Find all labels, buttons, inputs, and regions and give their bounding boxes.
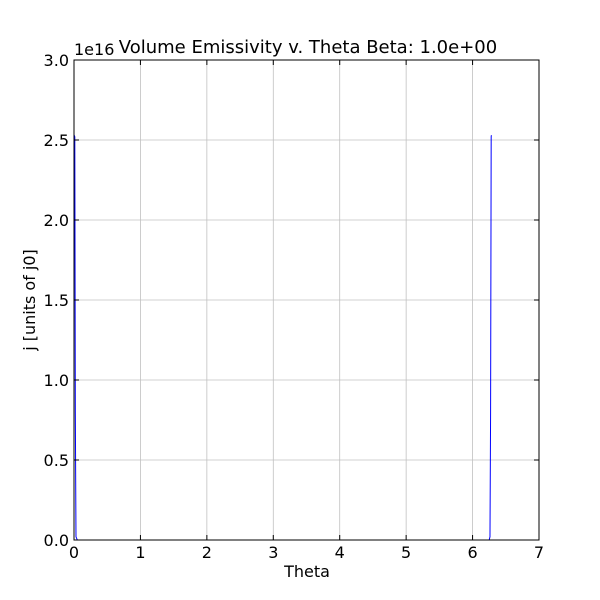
y-tick-label: 0.0	[44, 531, 69, 550]
x-tick-label: 1	[135, 543, 145, 562]
x-tick-label: 5	[401, 543, 411, 562]
y-offset-label: 1e16	[74, 40, 114, 59]
x-tick-label: 7	[534, 543, 544, 562]
y-tick-label: 0.5	[44, 451, 69, 470]
tick-labels: 0 1 2 3 4 5 6 7 0.0 0.5 1.0 1.5 2.0 2.5 3.0	[44, 51, 545, 562]
x-tick-label: 2	[202, 543, 212, 562]
y-tick-label: 2.0	[44, 211, 69, 230]
x-tick-label: 4	[335, 543, 345, 562]
y-tick-label: 1.5	[44, 291, 69, 310]
chart-title: Volume Emissivity v. Theta Beta: 1.0e+00	[119, 37, 497, 58]
y-tick-label: 1.0	[44, 371, 69, 390]
y-tick-label: 3.0	[44, 51, 69, 70]
x-tick-label: 3	[268, 543, 278, 562]
x-tick-label: 0	[69, 543, 79, 562]
y-tick-label: 2.5	[44, 131, 69, 150]
x-tick-label: 6	[467, 543, 477, 562]
ticks	[73, 59, 540, 541]
y-axis-label: j [units of j0]	[20, 249, 39, 352]
x-axis-label: Theta	[283, 562, 330, 581]
